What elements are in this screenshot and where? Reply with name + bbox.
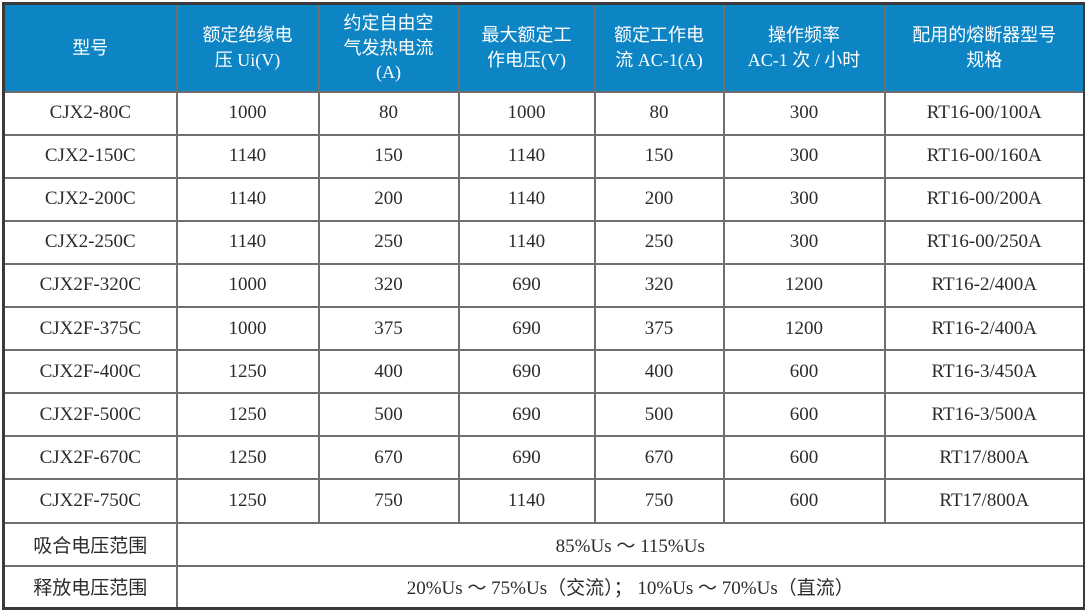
value-cell: 1140 [175,176,320,222]
column-header: 最大额定工 作电压(V) [457,2,596,93]
value-cell: 300 [722,176,886,222]
value-cell: RT17/800A [883,435,1085,481]
value-cell: 1200 [722,305,886,352]
value-cell: 600 [722,392,886,438]
value-cell: RT16-2/400A [883,305,1085,352]
value-cell: 690 [457,435,596,481]
model-cell: CJX2-150C [2,133,178,179]
value-cell: 150 [593,133,725,179]
value-cell: RT16-00/250A [883,219,1085,265]
value-cell: RT17/800A [883,478,1085,524]
value-cell: 1140 [457,219,596,265]
value-cell: 670 [593,435,725,481]
value-cell: 1250 [175,349,320,395]
value-cell: 1000 [175,90,320,136]
model-cell: CJX2F-670C [2,435,178,481]
value-cell: 750 [317,478,460,524]
model-cell: CJX2-80C [2,90,178,136]
value-cell: 375 [317,305,460,352]
value-cell: RT16-3/450A [883,349,1085,395]
value-cell: RT16-00/160A [883,133,1085,179]
value-cell: RT16-00/200A [883,176,1085,222]
value-cell: 1000 [175,305,320,352]
value-cell: 1200 [722,262,886,308]
value-cell: 1000 [175,262,320,308]
value-cell: 690 [457,262,596,308]
model-cell: CJX2-200C [2,176,178,222]
table-row: CJX2-150C 1140 150 1140 150 300 RT16-00/160A [2,133,1085,179]
model-cell: CJX2F-400C [2,349,178,395]
value-cell: 200 [317,176,460,222]
value-cell: 300 [722,219,886,265]
model-cell: CJX2F-500C [2,392,178,438]
value-cell: 80 [593,90,725,136]
value-cell: 1140 [457,133,596,179]
value-cell: 500 [317,392,460,438]
column-header: 配用的熔断器型号 规格 [883,2,1085,93]
value-cell: 250 [317,219,460,265]
value-cell: 1250 [175,435,320,481]
value-cell: 600 [722,435,886,481]
value-cell: 750 [593,478,725,524]
table-footer: 吸合电压范围 85%Us ～ 115%Us 释放电压范围 20%Us ～ 75%Us（… [2,521,1085,610]
value-cell: 320 [593,262,725,308]
value-cell: 1250 [175,478,320,524]
value-cell: 150 [317,133,460,179]
column-header: 约定自由空 气发热电流 (A) [317,2,460,93]
model-cell: CJX2F-375C [2,305,178,352]
model-cell: CJX2F-320C [2,262,178,308]
value-cell: 80 [317,90,460,136]
column-header: 额定绝缘电 压 Ui(V) [175,2,320,93]
table-row: CJX2F-400C 1250 400 690 400 600 RT16-3/450A [2,349,1085,395]
footer-row: 吸合电压范围 85%Us ～ 115%Us [2,521,1085,567]
value-cell: 690 [457,349,596,395]
table-row: CJX2F-375C 1000 375 690 375 1200 RT16-2/400A [2,305,1085,352]
table-body: CJX2-80C 1000 80 1000 80 300 RT16-00/100A CJX2-… [2,90,1085,524]
value-cell: 690 [457,305,596,352]
footer-label-cell: 释放电压范围 [2,564,178,610]
value-cell: RT16-2/400A [883,262,1085,308]
value-cell: 1140 [457,176,596,222]
value-cell: 600 [722,349,886,395]
column-header: 额定工作电 流 AC-1(A) [593,2,725,93]
value-cell: 400 [593,349,725,395]
value-cell: 1140 [175,133,320,179]
footer-row: 释放电压范围 20%Us ～ 75%Us（交流）； 10%Us ～ 70%Us（直… [2,564,1085,610]
value-cell: 250 [593,219,725,265]
value-cell: 1140 [175,219,320,265]
table-row: CJX2F-670C 1250 670 690 670 600 RT17/800A [2,435,1085,481]
value-cell: RT16-3/500A [883,392,1085,438]
table-row: CJX2-80C 1000 80 1000 80 300 RT16-00/100A [2,90,1085,136]
value-cell: 600 [722,478,886,524]
value-cell: 670 [317,435,460,481]
footer-label-cell: 吸合电压范围 [2,521,178,567]
header-row: 型号 额定绝缘电 压 Ui(V) 约定自由空 气发热电流 (A) 最大额定工 作电压(… [2,2,1085,93]
value-cell: 1250 [175,392,320,438]
column-header: 型号 [2,2,178,93]
value-cell: 320 [317,262,460,308]
table-row: CJX2-200C 1140 200 1140 200 300 RT16-00/200A [2,176,1085,222]
value-cell: 375 [593,305,725,352]
table-row: CJX2-250C 1140 250 1140 250 300 RT16-00/250A [2,219,1085,265]
table-row: CJX2F-500C 1250 500 690 500 600 RT16-3/500A [2,392,1085,438]
footer-value-cell: 20%Us ～ 75%Us（交流）； 10%Us ～ 70%Us（直流） [175,564,1085,610]
value-cell: 690 [457,392,596,438]
value-cell: 300 [722,90,886,136]
value-cell: RT16-00/100A [883,90,1085,136]
table-row: CJX2F-320C 1000 320 690 320 1200 RT16-2/400A [2,262,1085,308]
value-cell: 400 [317,349,460,395]
table-header: 型号 额定绝缘电 压 Ui(V) 约定自由空 气发热电流 (A) 最大额定工 作电压(… [2,2,1085,93]
value-cell: 300 [722,133,886,179]
column-header: 操作频率 AC-1 次 / 小时 [722,2,886,93]
value-cell: 1140 [457,478,596,524]
value-cell: 200 [593,176,725,222]
model-cell: CJX2F-750C [2,478,178,524]
model-cell: CJX2-250C [2,219,178,265]
value-cell: 1000 [457,90,596,136]
value-cell: 500 [593,392,725,438]
footer-value-cell: 85%Us ～ 115%Us [175,521,1085,567]
table-row: CJX2F-750C 1250 750 1140 750 600 RT17/800A [2,478,1085,524]
